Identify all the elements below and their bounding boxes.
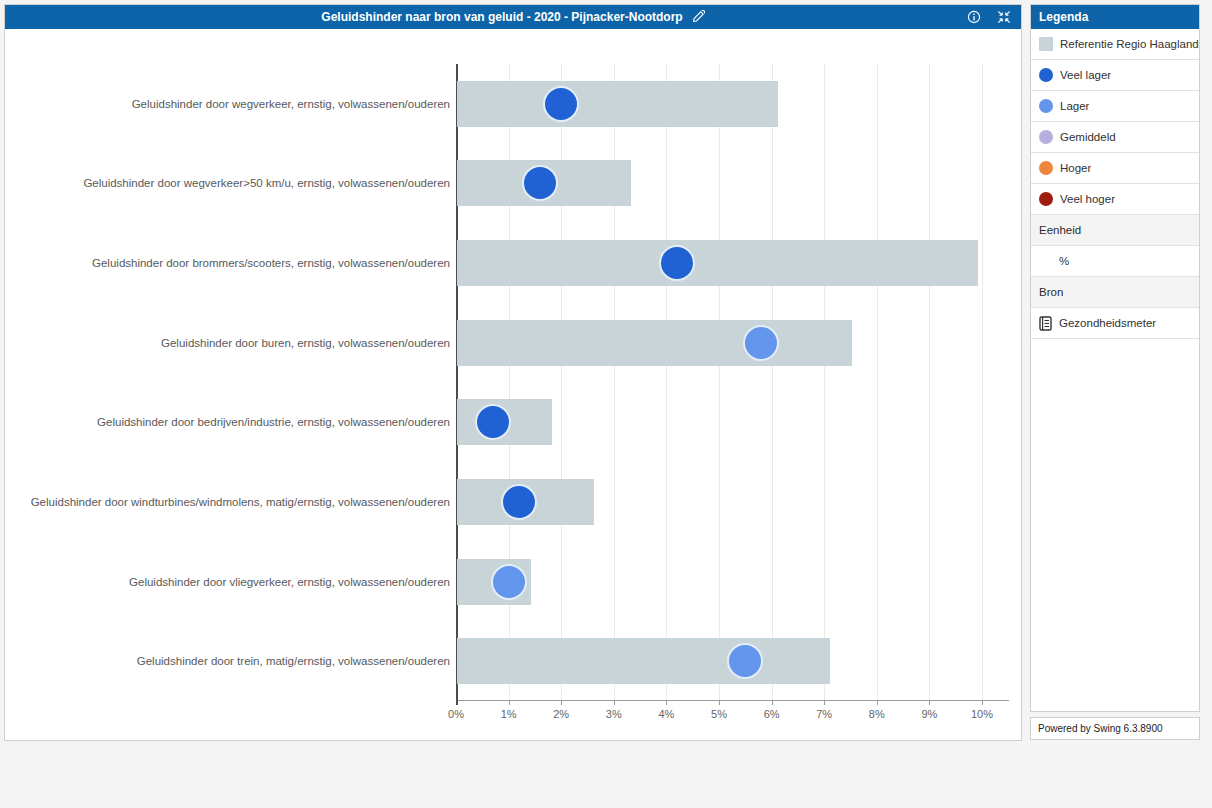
value-dot[interactable] bbox=[659, 245, 695, 281]
x-axis-tick bbox=[982, 701, 983, 705]
x-tick-label: 6% bbox=[764, 708, 780, 720]
gridline bbox=[666, 64, 667, 700]
category-label: Geluidshinder door trein, matig/ernstig,… bbox=[10, 621, 450, 701]
gridline bbox=[824, 64, 825, 700]
value-dot[interactable] bbox=[743, 325, 779, 361]
x-axis-tick bbox=[719, 701, 720, 705]
gridline bbox=[772, 64, 773, 700]
category-label: Geluidshinder door wegverkeer>50 km/u, e… bbox=[10, 144, 450, 224]
gridline bbox=[614, 64, 615, 700]
x-axis-tick bbox=[614, 701, 615, 705]
category-label: Geluidshinder door bedrijven/industrie, … bbox=[10, 383, 450, 463]
edit-pencil-icon[interactable] bbox=[691, 10, 705, 24]
collapse-icon[interactable] bbox=[997, 10, 1011, 24]
gridline bbox=[561, 64, 562, 700]
veel-hoger-swatch bbox=[1039, 192, 1053, 206]
eenheid-value: % bbox=[1031, 246, 1199, 277]
x-tick-label: 7% bbox=[816, 708, 832, 720]
reference-bar[interactable] bbox=[457, 320, 852, 366]
powered-by-box: Powered by Swing 6.3.8900 bbox=[1030, 717, 1200, 740]
gemiddeld-swatch bbox=[1039, 130, 1053, 144]
reference-bar[interactable] bbox=[457, 81, 778, 127]
lager-swatch bbox=[1039, 99, 1053, 113]
x-axis-tick bbox=[772, 701, 773, 705]
legend-item-label: Veel hoger bbox=[1060, 193, 1115, 205]
x-axis-tick bbox=[877, 701, 878, 705]
x-axis-tick bbox=[929, 701, 930, 705]
chart-title-bar: Geluidshinder naar bron van geluid - 202… bbox=[5, 5, 1021, 29]
category-label: Geluidshinder door brommers/scooters, er… bbox=[10, 223, 450, 303]
x-axis-tick bbox=[509, 701, 510, 705]
powered-by-text: Powered by Swing 6.3.8900 bbox=[1038, 723, 1163, 734]
hoger-swatch bbox=[1039, 161, 1053, 175]
legend-item-label: Referentie Regio Haaglanden bbox=[1060, 38, 1199, 50]
x-axis-tick bbox=[666, 701, 667, 705]
legend-item-label: Lager bbox=[1060, 100, 1089, 112]
gridline bbox=[719, 64, 720, 700]
x-tick-label: 10% bbox=[971, 708, 993, 720]
x-tick-label: 2% bbox=[553, 708, 569, 720]
reference-swatch bbox=[1039, 37, 1053, 51]
value-dot[interactable] bbox=[491, 564, 527, 600]
x-tick-label: 9% bbox=[921, 708, 937, 720]
bron-value: Gezondheidsmeter bbox=[1059, 317, 1156, 329]
gridline bbox=[877, 64, 878, 700]
legend-item-hoger: Hoger bbox=[1031, 153, 1199, 184]
legend-header: Legenda bbox=[1031, 5, 1199, 29]
value-dot[interactable] bbox=[543, 86, 579, 122]
legend-item-veel-hoger: Veel hoger bbox=[1031, 184, 1199, 215]
legend-item-referentie: Referentie Regio Haaglanden bbox=[1031, 29, 1199, 60]
plot-area bbox=[456, 64, 1009, 701]
veel-lager-swatch bbox=[1039, 68, 1053, 82]
chart-panel: Geluidshinder naar bron van geluid - 202… bbox=[4, 4, 1022, 741]
value-dot[interactable] bbox=[501, 484, 537, 520]
chart-title: Geluidshinder naar bron van geluid - 202… bbox=[321, 10, 682, 24]
category-label: Geluidshinder door buren, ernstig, volwa… bbox=[10, 303, 450, 383]
gridline bbox=[509, 64, 510, 700]
x-axis-tick bbox=[561, 701, 562, 705]
legend-panel: Legenda Referentie Regio Haaglanden Veel… bbox=[1030, 4, 1200, 712]
reference-bar[interactable] bbox=[457, 638, 830, 684]
bron-source-row[interactable]: Gezondheidsmeter bbox=[1031, 308, 1199, 339]
reference-bar[interactable] bbox=[457, 240, 978, 286]
x-tick-label: 0% bbox=[448, 708, 464, 720]
plot-region: Geluidshinder door wegverkeer, ernstig, … bbox=[5, 29, 1021, 740]
legend-item-gemiddeld: Gemiddeld bbox=[1031, 122, 1199, 153]
gridline bbox=[929, 64, 930, 700]
category-label: Geluidshinder door wegverkeer, ernstig, … bbox=[10, 64, 450, 144]
category-label: Geluidshinder door vliegverkeer, ernstig… bbox=[10, 542, 450, 622]
eenheid-header: Eenheid bbox=[1031, 215, 1199, 246]
legend-item-lager: Lager bbox=[1031, 91, 1199, 122]
legend-item-label: Gemiddeld bbox=[1060, 131, 1116, 143]
x-tick-label: 4% bbox=[658, 708, 674, 720]
legend-item-label: Veel lager bbox=[1060, 69, 1111, 81]
bron-header: Bron bbox=[1031, 277, 1199, 308]
x-tick-label: 5% bbox=[711, 708, 727, 720]
legend-item-label: Hoger bbox=[1060, 162, 1091, 174]
x-axis-tick bbox=[824, 701, 825, 705]
gridline bbox=[982, 64, 983, 700]
category-label: Geluidshinder door windturbines/windmole… bbox=[10, 462, 450, 542]
value-dot[interactable] bbox=[475, 404, 511, 440]
x-tick-label: 3% bbox=[606, 708, 622, 720]
x-tick-label: 8% bbox=[869, 708, 885, 720]
info-icon[interactable] bbox=[967, 10, 981, 24]
x-tick-label: 1% bbox=[501, 708, 517, 720]
legend-item-veel-lager: Veel lager bbox=[1031, 60, 1199, 91]
book-icon bbox=[1039, 316, 1052, 331]
